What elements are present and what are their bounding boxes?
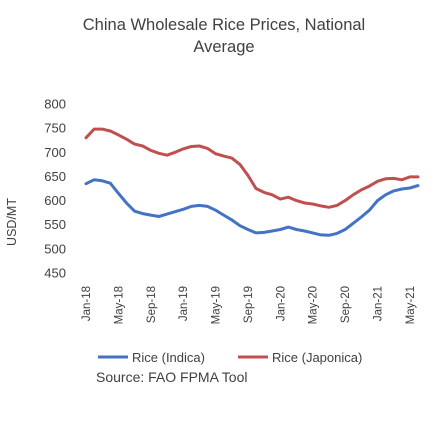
x-tick-label: Sep-18	[146, 286, 158, 323]
legend-label-japonica: Rice (Japonica)	[272, 350, 362, 365]
series-line-indica	[84, 178, 420, 237]
legend: Rice (Indica) Rice (Japonica)	[98, 350, 362, 365]
series-line-japonica	[84, 127, 420, 209]
legend-label-indica: Rice (Indica)	[132, 350, 205, 365]
y-tick-label: 500	[44, 241, 66, 256]
chart-source: Source: FAO FPMA Tool	[96, 369, 247, 385]
x-tick-label: May-21	[405, 286, 417, 324]
y-tick-label: 650	[44, 169, 66, 184]
y-tick-label: 600	[44, 193, 66, 208]
x-tick-label: Jan-19	[178, 286, 190, 321]
x-tick-label: Jan-20	[275, 286, 287, 321]
y-axis-label: USD/MT	[5, 198, 19, 246]
x-tick-label: Jan-21	[373, 286, 385, 321]
y-tick-label: 450	[44, 266, 66, 281]
y-tick-label: 750	[44, 121, 66, 136]
x-tick-label: Sep-20	[340, 286, 352, 323]
chart-title-line-2: Average	[193, 38, 254, 56]
x-tick-label: May-18	[113, 286, 125, 324]
series-lines	[84, 127, 420, 237]
y-tick-label: 700	[44, 145, 66, 160]
x-tick-label: Jan-18	[81, 286, 93, 321]
x-tick-label: Sep-19	[243, 286, 255, 323]
x-tick-labels: Jan-18 May-18 Sep-18 Jan-19 May-19 Sep-19 Jan-…	[81, 286, 417, 324]
y-tick-label: 800	[44, 97, 66, 112]
y-tick-label: 550	[44, 217, 66, 232]
chart-title-line-1: China Wholesale Rice Prices, National	[83, 16, 365, 34]
y-tick-labels: 800 750 700 650 600 550 500 450	[44, 97, 66, 281]
x-tick-label: May-19	[211, 286, 223, 324]
x-tick-label: May-20	[308, 286, 320, 324]
